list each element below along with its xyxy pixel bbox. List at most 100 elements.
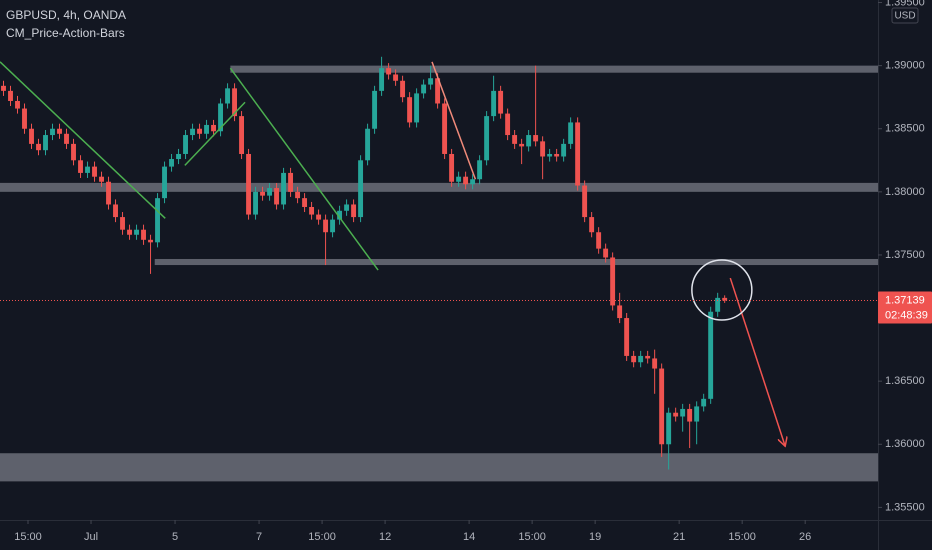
x-tick-label: 15:00 [14, 531, 42, 543]
candle-body [78, 160, 83, 173]
candle-body [491, 90, 497, 117]
candle-body [148, 239, 153, 243]
candle-body [309, 206, 315, 215]
candle-body [337, 210, 343, 220]
candle-body [533, 135, 539, 142]
candle-body [540, 141, 546, 157]
y-tick-label: 1.37500 [885, 249, 925, 261]
candle-body [715, 297, 721, 312]
plot-area [0, 56, 878, 482]
y-tick-label: 1.38500 [885, 123, 925, 135]
candle-body [246, 153, 252, 215]
candle-body [85, 166, 90, 173]
currency-box[interactable] [891, 7, 919, 24]
candle-body [351, 204, 357, 218]
candle-body [267, 188, 273, 196]
candle-body [610, 257, 616, 306]
candle-body [379, 68, 385, 91]
candle-body [274, 188, 280, 205]
candle-body [582, 185, 588, 218]
level-zone [154, 258, 878, 266]
candle-body [295, 191, 301, 199]
trendline [229, 67, 379, 271]
candle-body [456, 176, 462, 182]
candle-body [288, 172, 294, 192]
candle-body [638, 355, 644, 363]
candle-body [225, 88, 231, 104]
candle-body [435, 78, 441, 104]
candle-body [316, 214, 322, 220]
x-tick-label: 26 [799, 531, 811, 543]
candle-body [442, 103, 448, 154]
candle-body [22, 108, 27, 129]
candle-body [281, 172, 287, 205]
candle-body [71, 143, 76, 161]
y-tick-label: 1.36000 [885, 438, 925, 450]
candle-body [407, 97, 413, 123]
candle-body [232, 88, 238, 117]
candle-body [36, 143, 41, 151]
candle-body [575, 122, 581, 186]
candle-body [330, 219, 336, 233]
x-tick-label: 19 [589, 531, 601, 543]
last-price-box [878, 291, 932, 324]
candle-body [183, 135, 188, 154]
candle-body [554, 153, 560, 157]
candle-body [120, 217, 125, 230]
last-price-label: 1.37139 [885, 294, 925, 306]
candle-body [498, 90, 504, 114]
level-zone [0, 453, 878, 482]
candle-body [134, 229, 139, 235]
candle-body [50, 128, 55, 136]
candle-body [386, 68, 392, 75]
candle-body [106, 181, 111, 205]
candle-body [687, 408, 693, 422]
y-tick-label: 1.38000 [885, 186, 925, 198]
candle-body [505, 113, 511, 136]
candle-body [239, 116, 245, 154]
countdown-label: 02:48:39 [885, 309, 928, 321]
candle-body [617, 305, 623, 319]
candle-body [162, 166, 167, 199]
candle-body [449, 153, 455, 182]
candle-body [204, 124, 209, 134]
candle-body [190, 128, 195, 136]
candle-body [393, 74, 399, 81]
candle-body [372, 90, 378, 129]
candle-body [260, 191, 266, 196]
candle-body [519, 143, 525, 147]
level-zone [0, 182, 878, 192]
candle-body [15, 100, 20, 109]
candle-body [561, 143, 567, 157]
candle-body [722, 297, 728, 301]
candle-body [680, 408, 686, 417]
y-tick-label: 1.39000 [885, 60, 925, 72]
candle-body [302, 198, 308, 207]
candle-body [666, 412, 672, 445]
candle-body [218, 103, 224, 132]
candle-body [365, 128, 371, 161]
candle-body [470, 179, 476, 185]
candle-body [64, 133, 69, 144]
candle-body [414, 93, 420, 123]
candle-body [463, 176, 469, 185]
candle-body [512, 135, 518, 144]
y-tick-label: 1.35500 [885, 501, 925, 513]
x-tick-label: 12 [379, 531, 391, 543]
y-tick-label: 1.36500 [885, 375, 925, 387]
x-tick-label: 15:00 [728, 531, 756, 543]
trendline [0, 61, 166, 219]
candle-body [29, 128, 34, 144]
candle-body [57, 128, 62, 134]
currency-label[interactable]: USD [894, 11, 915, 22]
candle-body [358, 160, 364, 218]
candle-body [589, 217, 595, 233]
candle-body [1, 85, 6, 91]
candle-body [141, 229, 146, 240]
candle-body [477, 160, 483, 180]
candle-body [526, 135, 532, 147]
candle-body [708, 311, 714, 399]
candle-body [568, 122, 574, 144]
